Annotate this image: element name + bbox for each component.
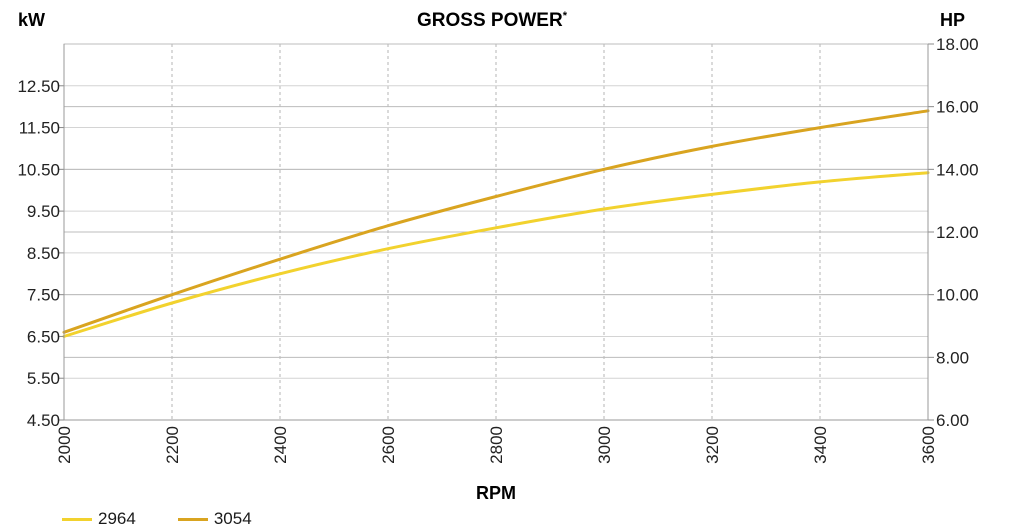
legend-swatch: [62, 517, 92, 521]
x-tick-label: 2400: [271, 426, 290, 464]
legend-item-2964: 2964: [62, 509, 136, 529]
x-tick-label: 3000: [595, 426, 614, 464]
x-axis-label: RPM: [476, 483, 516, 503]
y-right-tick-label: 8.00: [936, 348, 969, 367]
x-tick-label: 2000: [55, 426, 74, 464]
x-tick-label: 3400: [811, 426, 830, 464]
x-tick-label: 2600: [379, 426, 398, 464]
x-tick-label: 3600: [919, 426, 938, 464]
x-tick-label: 2800: [487, 426, 506, 464]
chart-title: GROSS POWER*: [417, 10, 568, 31]
y-left-tick-label: 11.50: [19, 119, 60, 138]
y-right-tick-label: 16.00: [936, 98, 979, 117]
y-right-tick-label: 10.00: [936, 286, 979, 305]
y-right-tick-label: 12.00: [936, 223, 979, 242]
y-left-tick-label: 10.50: [17, 160, 60, 179]
y-left-tick-label: 9.50: [27, 202, 60, 221]
y-right-tick-label: 6.00: [936, 411, 969, 430]
y-right-tick-label: 18.00: [936, 35, 979, 54]
series-line-2964: [62, 171, 930, 338]
y-left-tick-label: 12.50: [17, 77, 60, 96]
series-layer: [62, 109, 930, 338]
left-axis-unit: kW: [18, 10, 45, 30]
y-left-tick-label: 7.50: [27, 286, 60, 305]
y-left-tick-label: 5.50: [27, 369, 60, 388]
y-left-tick-label: 6.50: [27, 327, 60, 346]
legend-swatch: [177, 517, 208, 521]
legend: 2964 3054: [62, 509, 252, 529]
y-left-tick-label: 8.50: [27, 244, 60, 263]
grid: [63, 43, 929, 421]
x-tick-label: 2200: [163, 426, 182, 464]
legend-label: 2964: [98, 509, 136, 528]
y-left-tick-label: 4.50: [27, 411, 60, 430]
x-tick-label: 3200: [703, 426, 722, 464]
right-axis-unit: HP: [940, 10, 965, 30]
legend-label: 3054: [213, 509, 252, 528]
series-line-3054: [62, 109, 930, 334]
y-right-tick-label: 14.00: [936, 160, 979, 179]
axes: 2000 2200 2400 2600 2800 3000 3200 3400 3600 4.50…: [17, 35, 978, 464]
legend-item-3054: 3054: [177, 509, 252, 529]
